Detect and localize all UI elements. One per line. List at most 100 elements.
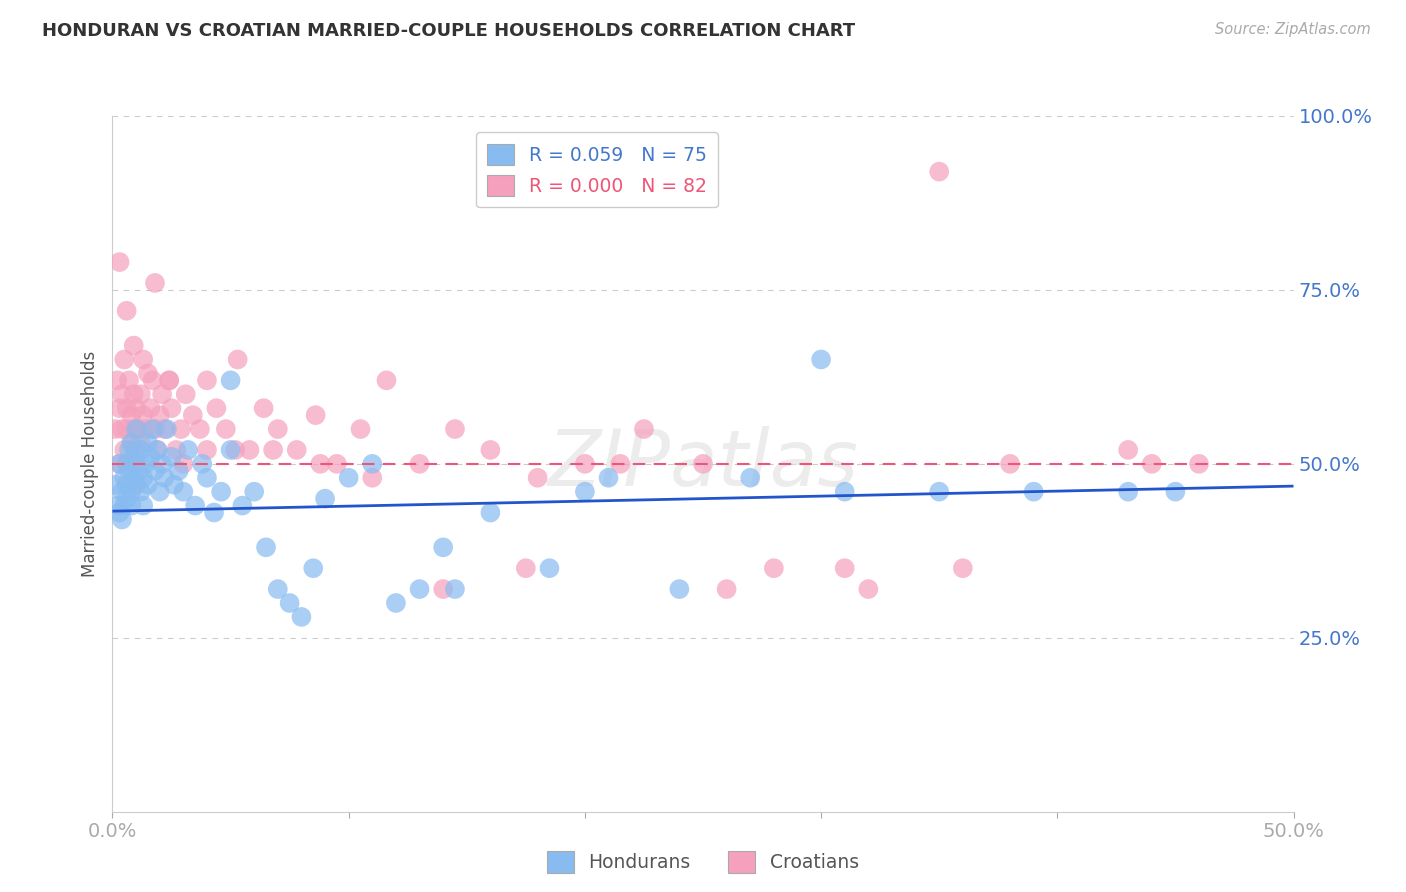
Point — [111, 422, 134, 436]
Point — [153, 471, 176, 485]
Point — [127, 464, 149, 478]
Point — [998, 457, 1021, 471]
Point — [810, 352, 832, 367]
Point — [1140, 457, 1163, 471]
Point — [111, 484, 134, 499]
Point — [127, 422, 149, 436]
Point — [115, 303, 138, 318]
Point — [692, 457, 714, 471]
Point — [184, 499, 207, 513]
Point — [408, 457, 430, 471]
Point — [120, 408, 142, 422]
Point — [952, 561, 974, 575]
Point — [361, 457, 384, 471]
Point — [105, 499, 128, 513]
Point — [219, 373, 242, 387]
Point — [143, 422, 166, 436]
Point — [129, 484, 152, 499]
Point — [740, 471, 762, 485]
Point — [111, 387, 134, 401]
Point — [153, 422, 176, 436]
Point — [105, 373, 128, 387]
Point — [1188, 457, 1211, 471]
Point — [122, 387, 145, 401]
Point — [172, 457, 194, 471]
Point — [142, 422, 165, 436]
Point — [157, 373, 180, 387]
Point — [479, 506, 502, 520]
Point — [1116, 484, 1139, 499]
Point — [115, 477, 138, 491]
Point — [326, 457, 349, 471]
Point — [125, 477, 148, 491]
Point — [136, 477, 159, 491]
Point — [129, 436, 152, 450]
Point — [118, 442, 141, 457]
Point — [1116, 442, 1139, 457]
Point — [160, 450, 183, 464]
Point — [112, 499, 135, 513]
Point — [526, 471, 548, 485]
Point — [309, 457, 332, 471]
Point — [132, 471, 155, 485]
Point — [314, 491, 336, 506]
Point — [195, 373, 218, 387]
Point — [146, 442, 169, 457]
Point — [574, 457, 596, 471]
Point — [195, 471, 218, 485]
Point — [337, 471, 360, 485]
Point — [139, 401, 162, 416]
Point — [267, 422, 290, 436]
Point — [156, 422, 179, 436]
Point — [139, 450, 162, 464]
Point — [231, 499, 253, 513]
Point — [290, 610, 312, 624]
Point — [118, 457, 141, 471]
Point — [104, 477, 127, 491]
Point — [149, 484, 172, 499]
Point — [609, 457, 631, 471]
Point — [834, 561, 856, 575]
Point — [108, 457, 131, 471]
Point — [118, 373, 141, 387]
Point — [125, 422, 148, 436]
Point — [115, 491, 138, 506]
Point — [177, 442, 200, 457]
Point — [143, 276, 166, 290]
Point — [349, 422, 371, 436]
Point — [122, 422, 145, 436]
Point — [120, 436, 142, 450]
Text: HONDURAN VS CROATIAN MARRIED-COUPLE HOUSEHOLDS CORRELATION CHART: HONDURAN VS CROATIAN MARRIED-COUPLE HOUS… — [42, 22, 855, 40]
Point — [143, 464, 166, 478]
Point — [167, 464, 190, 478]
Point — [538, 561, 561, 575]
Text: Source: ZipAtlas.com: Source: ZipAtlas.com — [1215, 22, 1371, 37]
Point — [172, 484, 194, 499]
Point — [165, 442, 187, 457]
Point — [108, 457, 131, 471]
Point — [209, 484, 232, 499]
Point — [125, 457, 148, 471]
Point — [112, 442, 135, 457]
Point — [1022, 484, 1045, 499]
Point — [142, 373, 165, 387]
Point — [243, 484, 266, 499]
Point — [122, 338, 145, 352]
Point — [834, 484, 856, 499]
Point — [132, 499, 155, 513]
Point — [408, 582, 430, 596]
Point — [375, 373, 398, 387]
Point — [104, 422, 127, 436]
Point — [170, 422, 193, 436]
Point — [125, 401, 148, 416]
Point — [633, 422, 655, 436]
Point — [215, 422, 238, 436]
Legend: Hondurans, Croatians: Hondurans, Croatians — [538, 842, 868, 882]
Point — [444, 582, 467, 596]
Point — [118, 464, 141, 478]
Point — [202, 506, 225, 520]
Point — [1164, 484, 1187, 499]
Point — [928, 484, 950, 499]
Point — [174, 387, 197, 401]
Point — [361, 471, 384, 485]
